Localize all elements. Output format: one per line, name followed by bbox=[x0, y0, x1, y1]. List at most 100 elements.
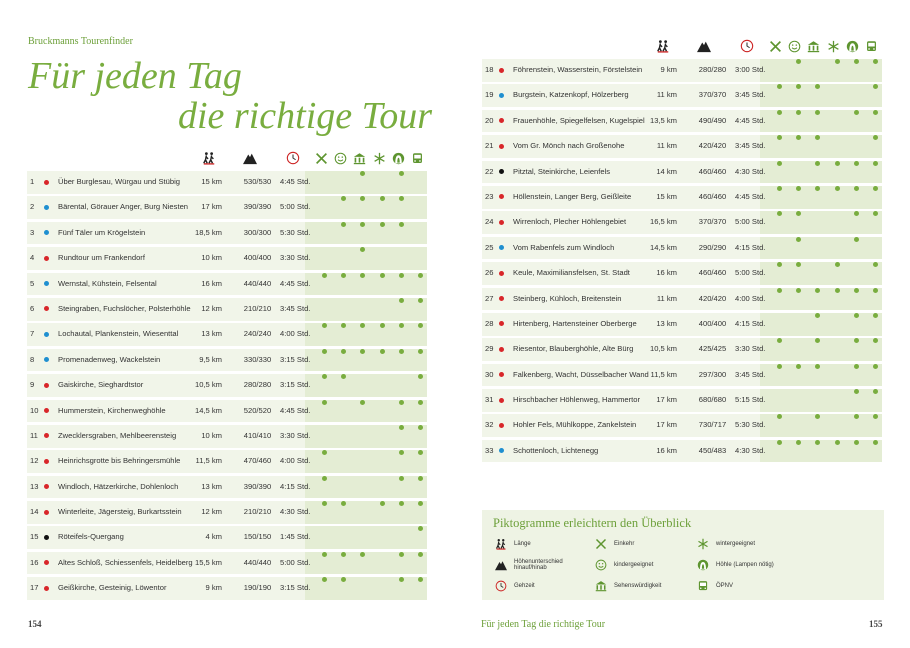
tour-altitude: 240/240 bbox=[243, 329, 272, 339]
museum-icon bbox=[351, 150, 367, 166]
tour-number: 16 bbox=[30, 557, 39, 567]
feature-dot bbox=[815, 338, 820, 344]
tour-time: 4:15 Std. bbox=[280, 481, 311, 491]
feature-dot bbox=[360, 171, 365, 176]
cave-icon bbox=[696, 558, 710, 572]
tour-altitude: 490/490 bbox=[698, 115, 727, 125]
feature-dot bbox=[796, 135, 801, 141]
feature-shade bbox=[305, 374, 427, 397]
feature-dot bbox=[854, 109, 859, 115]
tour-time: 5:15 Std. bbox=[735, 395, 766, 405]
feature-dot bbox=[873, 338, 878, 344]
legend-item: Sehenswürdigkeit bbox=[594, 579, 689, 593]
difficulty-dot bbox=[499, 211, 505, 234]
tour-time: 5:00 Std. bbox=[280, 557, 311, 567]
feature-dot bbox=[815, 109, 820, 115]
feature-shade bbox=[760, 262, 882, 285]
difficulty-dot bbox=[44, 425, 50, 448]
tour-row: 20 Frauenhöhle, Spiegelfelsen, Kugelspiel… bbox=[482, 109, 882, 133]
tour-length: 9 km bbox=[660, 65, 677, 74]
tour-length: 16 km bbox=[656, 268, 677, 278]
tour-name: Pitztal, Steinkirche, Leienfels bbox=[513, 166, 611, 176]
tour-altitude: 400/400 bbox=[698, 318, 727, 328]
tour-number: 33 bbox=[485, 445, 494, 455]
tour-length: 11 km bbox=[656, 90, 677, 100]
feature-shade bbox=[305, 171, 427, 194]
tour-number: 7 bbox=[30, 329, 35, 339]
feature-dot bbox=[322, 348, 327, 354]
feature-dot bbox=[322, 272, 327, 278]
feature-dot bbox=[341, 348, 346, 354]
page-number-left: 154 bbox=[28, 619, 42, 629]
feature-dot bbox=[360, 196, 365, 202]
tour-altitude: 425/425 bbox=[698, 344, 727, 354]
legend-item: ÖPNV bbox=[696, 579, 791, 593]
tour-row: 3 Fünf Täler um Krögelstein 18,5 km 300/300… bbox=[27, 221, 427, 245]
tour-name: Heinrichsgrotte bis Behringersmühle bbox=[58, 456, 181, 466]
tour-time: 4:00 Std. bbox=[280, 456, 311, 466]
legend-label: Einkehr bbox=[614, 541, 635, 547]
feature-shade bbox=[760, 84, 882, 107]
feature-dot bbox=[341, 196, 346, 202]
tour-name: Gaiskirche, Sieghardtstor bbox=[58, 380, 144, 390]
tour-length: 10 km bbox=[201, 430, 222, 440]
feature-dot bbox=[815, 84, 820, 90]
feature-dot bbox=[854, 160, 859, 166]
feature-dot bbox=[341, 323, 346, 329]
snowflake-icon bbox=[825, 38, 841, 54]
smiley-icon bbox=[332, 150, 348, 166]
feature-shade bbox=[305, 399, 427, 423]
tour-number: 25 bbox=[485, 242, 494, 252]
tour-name: Winterleite, Jägersteig, Burkartsstein bbox=[58, 507, 182, 517]
feature-dot bbox=[835, 59, 840, 64]
tour-name: Bärental, Görauer Anger, Burg Niesten bbox=[58, 202, 189, 212]
tour-number: 3 bbox=[30, 227, 35, 237]
feature-dot bbox=[341, 221, 346, 227]
tour-number: 5 bbox=[30, 278, 35, 288]
tour-number: 19 bbox=[485, 90, 494, 100]
feature-dot bbox=[815, 439, 820, 445]
museum-icon bbox=[805, 38, 821, 54]
tour-time: 4:30 Std. bbox=[735, 166, 766, 176]
feature-dot bbox=[399, 475, 404, 481]
tour-row: 24 Wirrenloch, Plecher Höhlengebiet 16,5 k… bbox=[482, 211, 882, 234]
feature-dot bbox=[815, 414, 820, 420]
feature-dot bbox=[399, 297, 404, 303]
clock-icon bbox=[739, 38, 755, 54]
difficulty-dot bbox=[499, 338, 505, 361]
tour-number: 26 bbox=[485, 268, 494, 278]
difficulty-dot bbox=[44, 450, 50, 473]
tour-altitude: 400/400 bbox=[243, 253, 272, 263]
tour-altitude: 210/210 bbox=[243, 507, 272, 517]
tour-altitude: 370/370 bbox=[698, 217, 727, 227]
tour-name: Lochautal, Plankenstein, Wiesenttal bbox=[58, 329, 179, 339]
museum-icon bbox=[594, 579, 608, 593]
tour-length: 17 km bbox=[201, 202, 222, 212]
tour-row: 17 Geißkirche, Gesteinig, Löwentor 9 km 190… bbox=[27, 577, 427, 600]
feature-dot bbox=[322, 577, 327, 583]
feature-dot bbox=[796, 84, 801, 90]
feature-shade bbox=[760, 338, 882, 361]
tour-length: 16,5 km bbox=[649, 217, 677, 227]
tour-number: 18 bbox=[485, 65, 494, 74]
tour-name: Über Burglesau, Würgau und Stübig bbox=[58, 177, 180, 186]
tour-altitude: 530/530 bbox=[243, 177, 272, 186]
tour-length: 16 km bbox=[656, 445, 677, 455]
tour-row: 23 Höllenstein, Langer Berg, Geißleite 15 … bbox=[482, 185, 882, 209]
feature-dot bbox=[360, 221, 365, 227]
difficulty-dot bbox=[44, 577, 50, 600]
tour-altitude: 280/280 bbox=[698, 65, 727, 74]
tour-time: 5:00 Std. bbox=[735, 217, 766, 227]
feature-dot bbox=[322, 399, 327, 405]
snowflake-icon bbox=[696, 537, 710, 551]
feature-dot bbox=[418, 551, 423, 557]
feature-dot bbox=[360, 399, 365, 405]
feature-dot bbox=[380, 221, 385, 227]
feature-shade bbox=[760, 211, 882, 234]
tour-time: 5:30 Std. bbox=[735, 420, 766, 430]
feature-dot bbox=[815, 160, 820, 166]
feature-dot bbox=[418, 475, 423, 481]
tour-row: 12 Heinrichsgrotte bis Behringersmühle 11,… bbox=[27, 450, 427, 473]
tour-name: Vom Rabenfels zum Windloch bbox=[513, 242, 615, 252]
tour-time: 3:15 Std. bbox=[280, 583, 311, 593]
